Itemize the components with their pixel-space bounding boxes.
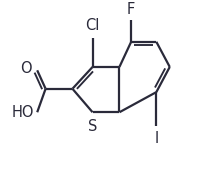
Text: S: S: [88, 119, 97, 134]
Text: F: F: [127, 2, 135, 17]
Text: O: O: [21, 61, 32, 76]
Text: HO: HO: [11, 105, 34, 120]
Text: Cl: Cl: [85, 18, 100, 33]
Text: I: I: [154, 131, 158, 146]
